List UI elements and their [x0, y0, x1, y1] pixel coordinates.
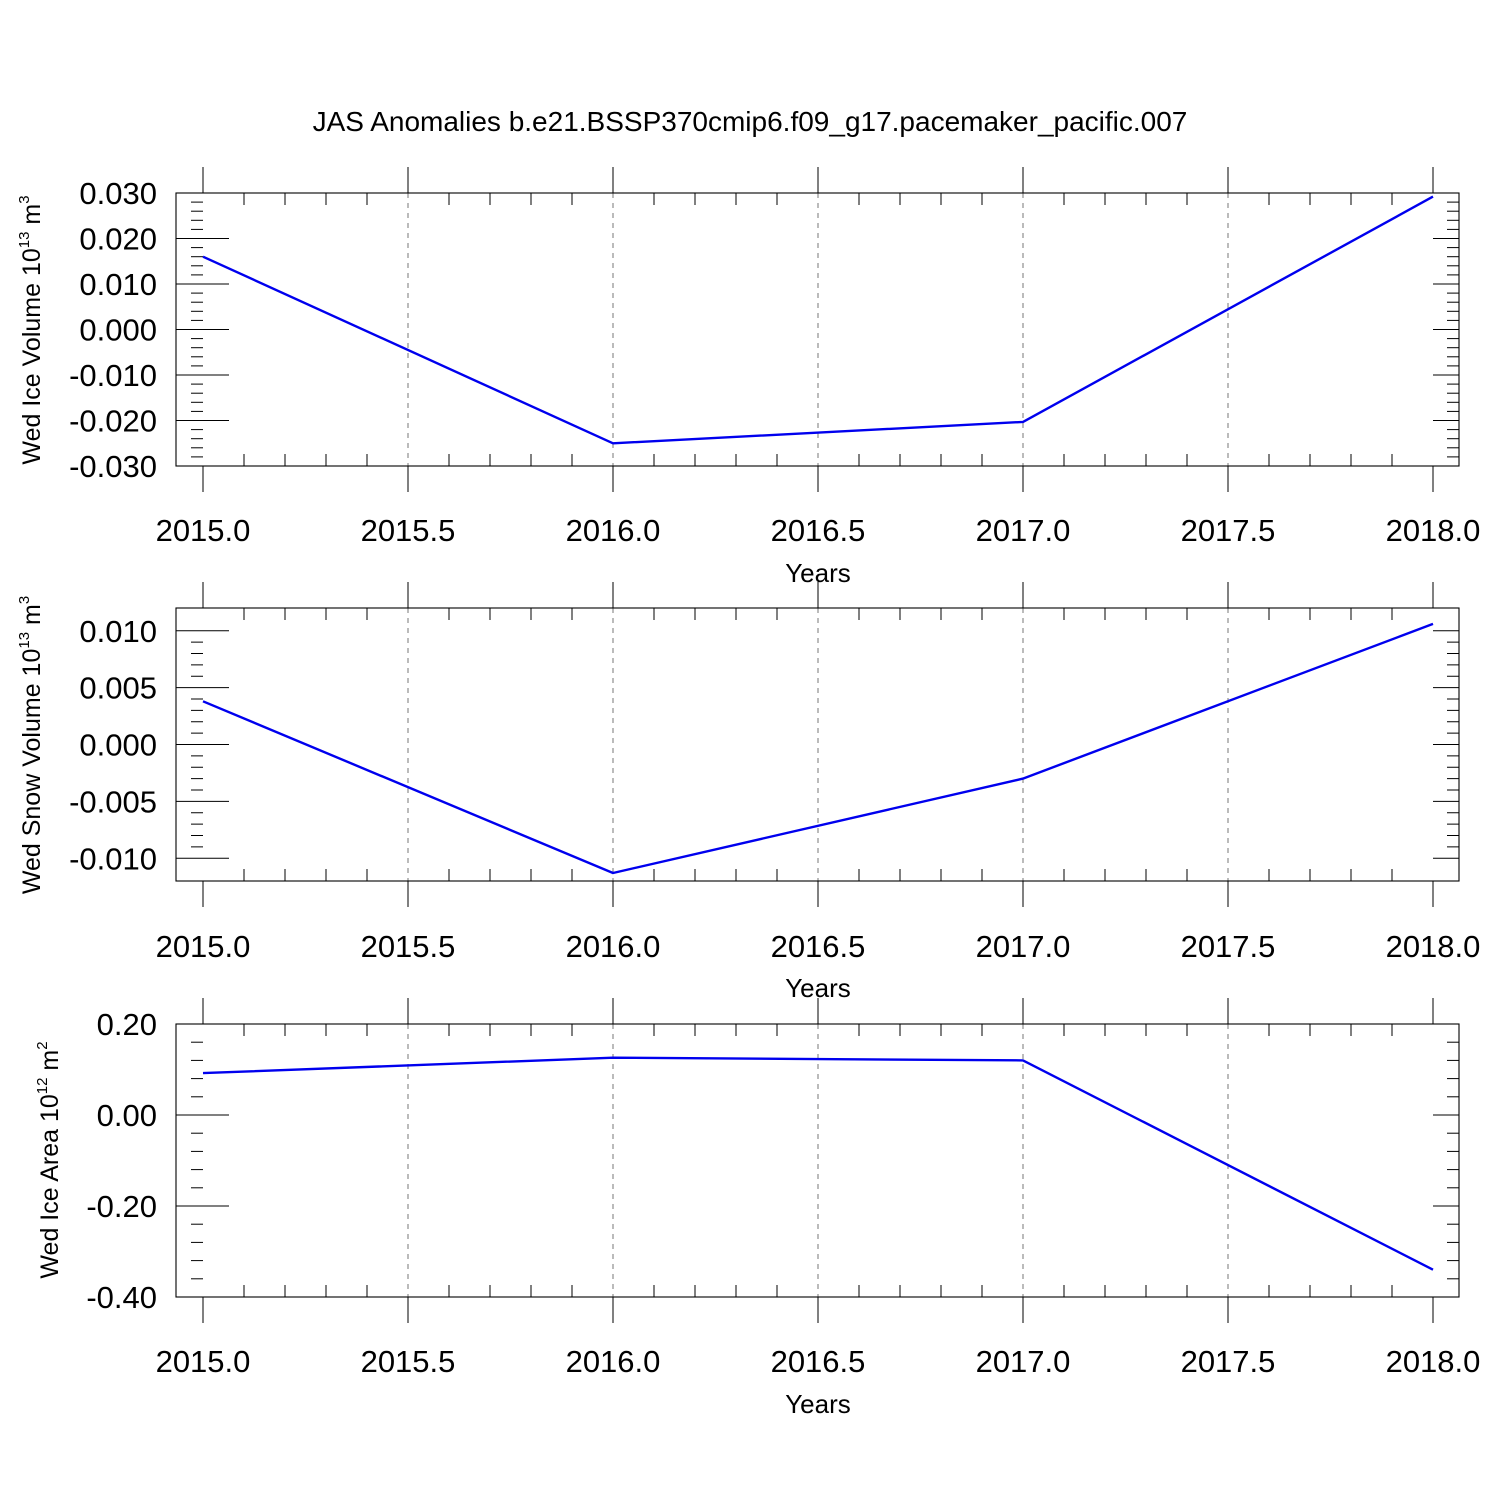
- x-tick-label: 2015.0: [156, 1344, 251, 1379]
- y-axis-label-exponent: 13: [16, 232, 33, 249]
- y-tick-label: -0.20: [86, 1189, 157, 1224]
- y-tick-label: 0.020: [79, 222, 157, 257]
- panel-2: 2015.0 2015.5 2016.0 2016.5 2017.0 2017.5 2018…: [16, 582, 1480, 1003]
- x-tick-label: 2015.5: [361, 1344, 456, 1379]
- y-tick-label: 0.005: [79, 671, 157, 706]
- x-tick-label: 2015.0: [156, 929, 251, 964]
- x-tick-label: 2017.0: [976, 1344, 1071, 1379]
- panel-1: 2015.0 2015.5 2016.0 2016.5 2017.0 2017.5 2018…: [16, 167, 1480, 588]
- x-tick-label: 2016.0: [566, 1344, 661, 1379]
- y-axis-label-text: Wed Snow Volume 10: [18, 649, 46, 895]
- y-tick-label: -0.030: [69, 449, 157, 484]
- y-axis-label: Wed Snow Volume 1013 m3: [16, 596, 46, 894]
- panel-3: 2015.0 2015.5 2016.0 2016.5 2017.0 2017.5 2018…: [34, 998, 1480, 1419]
- y-tick-label: 0.20: [97, 1007, 157, 1042]
- y-tick-label: 0.00: [97, 1098, 157, 1133]
- y-axis-label-unit: m: [18, 604, 46, 632]
- y-tick-label: 0.000: [79, 313, 157, 348]
- x-tick-label: 2016.0: [566, 929, 661, 964]
- x-tick-label: 2018.0: [1386, 1344, 1481, 1379]
- series-line: [202, 622, 1434, 875]
- x-axis-label: Years: [785, 1389, 851, 1419]
- y-axis-label-unit: m: [18, 204, 46, 232]
- x-tick-label: 2016.0: [566, 513, 661, 548]
- x-tick-label: 2017.5: [1181, 929, 1276, 964]
- x-tick-label: 2017.5: [1181, 1344, 1276, 1379]
- y-axis-label: Wed Ice Volume 1013 m3: [16, 195, 46, 464]
- series-line: [202, 1056, 1434, 1271]
- y-tick-label: 0.030: [79, 176, 157, 211]
- x-tick-label: 2016.5: [771, 1344, 866, 1379]
- y-axis-label-unit-exponent: 2: [34, 1041, 51, 1049]
- y-tick-label: -0.020: [69, 404, 157, 439]
- y-axis-label-unit-exponent: 3: [16, 596, 33, 604]
- x-tick-label: 2018.0: [1386, 513, 1481, 548]
- y-tick-label: 0.000: [79, 728, 157, 763]
- series-line: [202, 195, 1434, 445]
- y-tick-label: -0.005: [69, 784, 157, 819]
- y-axis-label-unit-exponent: 3: [16, 195, 33, 203]
- x-tick-label: 2016.5: [771, 929, 866, 964]
- y-tick-label: 0.010: [79, 614, 157, 649]
- y-axis-label-text: Wed Ice Volume 10: [18, 248, 46, 464]
- x-tick-label: 2017.0: [976, 929, 1071, 964]
- y-tick-label: -0.40: [86, 1280, 157, 1315]
- x-tick-label: 2016.5: [771, 513, 866, 548]
- x-tick-label: 2015.5: [361, 929, 456, 964]
- x-tick-label: 2017.0: [976, 513, 1071, 548]
- chart-title: JAS Anomalies b.e21.BSSP370cmip6.f09_g17…: [313, 106, 1188, 137]
- y-tick-label: -0.010: [69, 841, 157, 876]
- y-axis-label-text: Wed Ice Area 10: [36, 1094, 64, 1278]
- x-tick-label: 2015.5: [361, 513, 456, 548]
- x-tick-label: 2015.0: [156, 513, 251, 548]
- x-tick-label: 2017.5: [1181, 513, 1276, 548]
- y-tick-label: -0.010: [69, 358, 157, 393]
- y-axis-label-unit: m: [36, 1050, 64, 1078]
- y-tick-label: 0.010: [79, 267, 157, 302]
- y-axis-label-exponent: 13: [16, 632, 33, 649]
- y-axis-label: Wed Ice Area 1012 m2: [34, 1041, 64, 1278]
- y-axis-label-exponent: 12: [34, 1078, 51, 1095]
- x-tick-label: 2018.0: [1386, 929, 1481, 964]
